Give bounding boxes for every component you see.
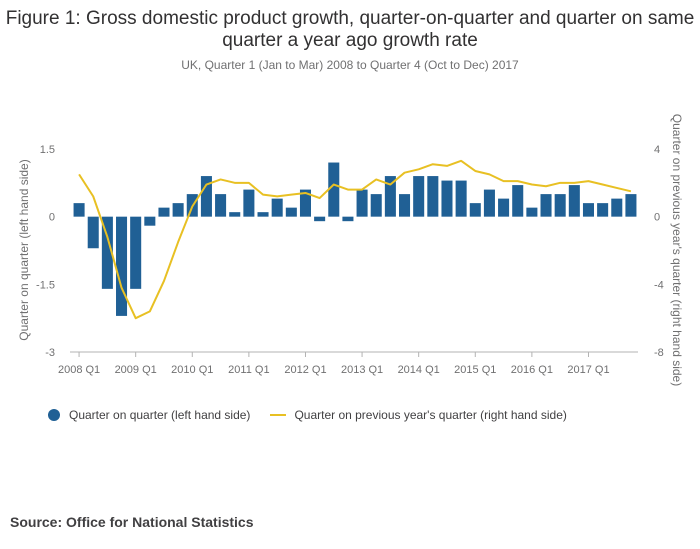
y-tick-label: 1.5 [40, 144, 55, 156]
bar-qoq [370, 194, 382, 217]
bar-qoq [399, 194, 411, 217]
chart-subtitle: UK, Quarter 1 (Jan to Mar) 2008 to Quart… [181, 58, 519, 72]
bar-qoq [200, 176, 212, 217]
bar-qoq [144, 216, 156, 226]
legend-swatch-qoq [48, 409, 60, 421]
bar-qoq [130, 216, 142, 289]
bar-qoq [101, 216, 113, 289]
source-note: Source: Office for National Statistics [10, 514, 254, 530]
bar-qoq [73, 203, 85, 217]
x-tick-label: 2016 Q1 [511, 364, 553, 376]
bar-qoq [257, 212, 269, 217]
bar-qoq [243, 189, 255, 217]
bar-qoq [427, 176, 439, 217]
bar-qoq [625, 194, 637, 217]
legend: Quarter on quarter (left hand side) Quar… [48, 408, 587, 422]
bar-qoq [158, 207, 170, 217]
x-tick-label: 2010 Q1 [171, 364, 213, 376]
bar-qoq [328, 162, 340, 217]
y2-tick-label: 0 [654, 212, 660, 224]
x-tick-label: 2012 Q1 [284, 364, 326, 376]
x-tick-label: 2013 Q1 [341, 364, 383, 376]
bar-qoq [342, 216, 354, 222]
bar-qoq [384, 176, 396, 217]
line-yoy [78, 159, 632, 320]
y-axis-title: Quarter on quarter (left hand side) [17, 159, 31, 340]
bar-qoq [568, 185, 580, 217]
bar-qoq [512, 185, 524, 217]
bar-qoq [441, 180, 453, 217]
bar-qoq [455, 180, 467, 217]
gdp-growth-chart: 1.5 0 -1.5 -3 4 0 -4 -8 Quarter on quarter (left… [17, 114, 684, 386]
y-tick-label: -1.5 [36, 279, 55, 291]
y2-tick-label: -4 [654, 279, 664, 291]
y-tick-label: 0 [49, 212, 55, 224]
y2-axis-title: Quarter on previous year's quarter (righ… [670, 114, 684, 386]
bar-qoq [483, 189, 495, 217]
y2-tick-label: 4 [654, 144, 660, 156]
legend-item-qoq[interactable]: Quarter on quarter (left hand side) [48, 408, 250, 422]
bar-qoq [554, 194, 566, 217]
bar-qoq [172, 203, 184, 217]
bar-qoq [498, 198, 510, 217]
bar-qoq [271, 198, 283, 217]
bar-qoq [540, 194, 552, 217]
legend-label-yoy: Quarter on previous year's quarter (righ… [294, 408, 567, 422]
bar-qoq [611, 198, 623, 217]
bar-qoq [582, 203, 594, 217]
bar-qoq [285, 207, 297, 217]
bar-qoq [356, 189, 368, 217]
x-tick-label: 2009 Q1 [115, 364, 157, 376]
bar-qoq [413, 176, 425, 217]
bar-qoq [116, 216, 128, 316]
x-tick-label: 2014 Q1 [398, 364, 440, 376]
legend-item-yoy[interactable]: Quarter on previous year's quarter (righ… [270, 408, 567, 422]
y-tick-label: -3 [45, 347, 55, 359]
legend-label-qoq: Quarter on quarter (left hand side) [69, 408, 251, 422]
chart-title: Figure 1: Gross domestic product growth,… [5, 8, 695, 51]
bar-qoq [597, 203, 609, 217]
bar-qoq [299, 189, 311, 217]
bar-qoq [469, 203, 481, 217]
bar-qoq [229, 212, 241, 217]
x-tick-label: 2011 Q1 [228, 364, 269, 376]
x-tick-label: 2008 Q1 [58, 364, 100, 376]
legend-swatch-yoy [270, 414, 287, 416]
bar-qoq [314, 216, 326, 222]
x-tick-label: 2015 Q1 [454, 364, 496, 376]
bar-qoq [215, 194, 227, 217]
bar-qoq [526, 207, 538, 217]
y2-tick-label: -8 [654, 347, 664, 359]
x-tick-label: 2017 Q1 [567, 364, 609, 376]
bar-qoq [87, 216, 99, 249]
